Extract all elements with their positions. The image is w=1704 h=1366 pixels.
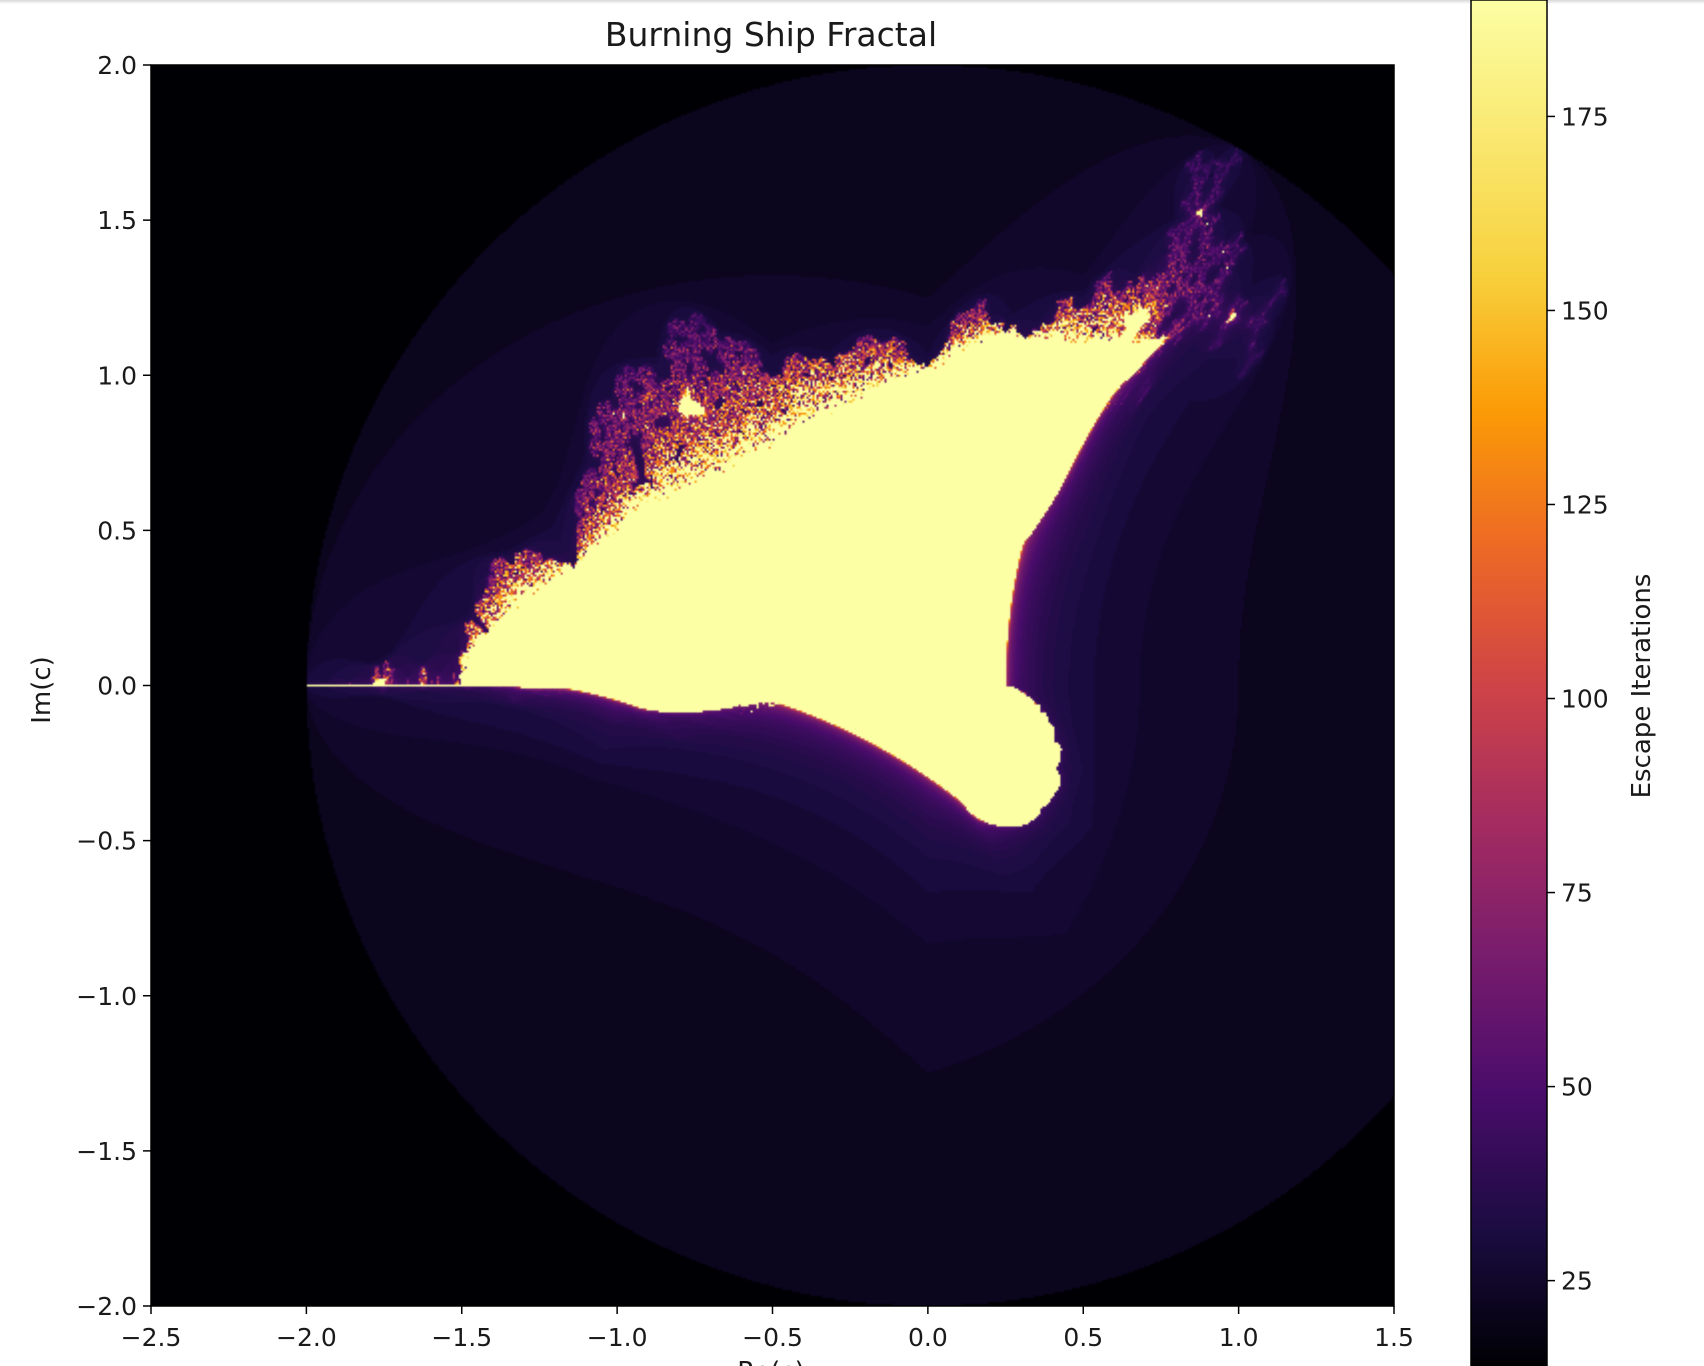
colorbar-ticks: 25 50 75 100 125 150 175	[1547, 102, 1609, 1296]
y-tick-label: −0.5	[76, 827, 137, 856]
x-tick-label: 0.0	[908, 1323, 948, 1352]
y-tick-label: −2.0	[76, 1292, 137, 1321]
y-tick-label: 1.5	[97, 206, 137, 235]
plot-area	[150, 64, 1395, 1307]
x-tick-label: −1.0	[587, 1323, 648, 1352]
colorbar-gradient	[1471, 0, 1547, 1366]
x-tick-label: −2.0	[276, 1323, 337, 1352]
x-tick-label: 1.5	[1374, 1323, 1414, 1352]
colorbar-frame	[1470, 0, 1548, 1366]
colorbar-tick-label: 150	[1561, 296, 1609, 325]
colorbar-tick-label: 175	[1561, 102, 1609, 131]
colorbar: 25 50 75 100 125 150 175 Escape Iterations	[1470, 0, 1657, 1366]
chart-title: Burning Ship Fractal	[605, 15, 937, 54]
colorbar-tick-label: 50	[1561, 1073, 1593, 1102]
y-axis-ticks: −2.0 −1.5 −1.0 −0.5 0.0 0.5 1.0 1.5 2.0	[76, 51, 151, 1321]
x-tick-label: 1.0	[1219, 1323, 1259, 1352]
colorbar-tick-label: 100	[1561, 685, 1609, 714]
x-axis-label: Re(c)	[737, 1357, 804, 1366]
y-tick-label: −1.0	[76, 982, 137, 1011]
colorbar-tick-label: 25	[1561, 1267, 1593, 1296]
y-tick-label: −1.5	[76, 1137, 137, 1166]
y-tick-label: 1.0	[97, 361, 137, 390]
colorbar-label: Escape Iterations	[1627, 574, 1657, 799]
window-top-edge	[0, 0, 1704, 4]
y-tick-label: 0.5	[97, 516, 137, 545]
colorbar-tick-label: 75	[1561, 879, 1593, 908]
y-tick-label: 0.0	[97, 672, 137, 701]
x-tick-label: −2.5	[121, 1323, 182, 1352]
x-tick-label: 0.5	[1063, 1323, 1103, 1352]
x-tick-label: −1.5	[431, 1323, 492, 1352]
y-axis-label: Im(c)	[27, 656, 57, 724]
colorbar-tick-label: 125	[1561, 490, 1609, 519]
x-tick-label: −0.5	[742, 1323, 803, 1352]
x-axis-ticks: −2.5 −2.0 −1.5 −1.0 −0.5 0.0 0.5 1.0 1.5	[121, 1306, 1414, 1352]
y-tick-label: 2.0	[97, 51, 137, 80]
